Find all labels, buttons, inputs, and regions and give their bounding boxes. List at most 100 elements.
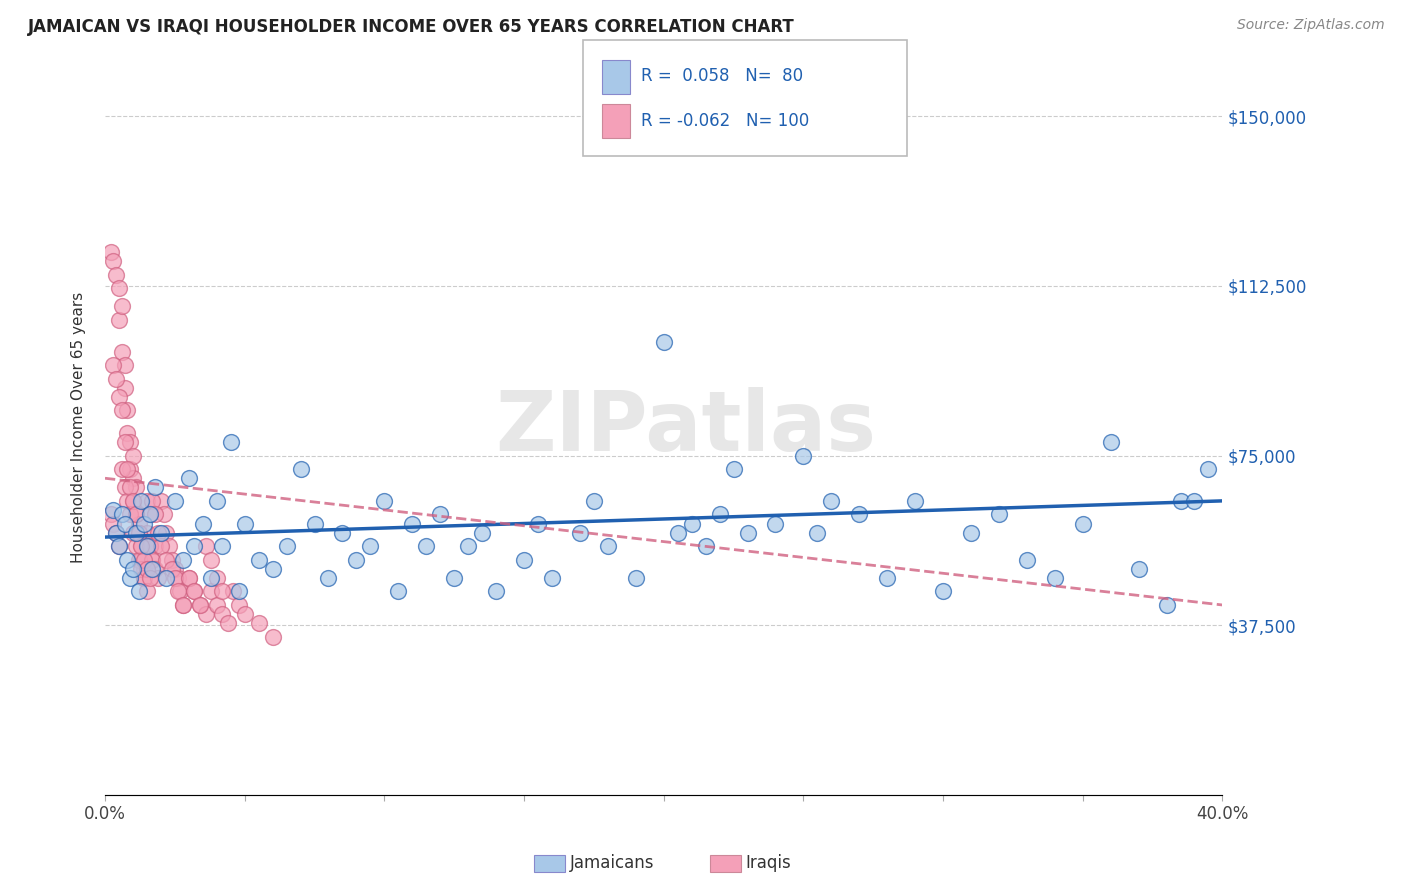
Point (1043, 571, 1066, 585)
Point (723, 462, 745, 476)
Point (122, 494, 145, 508)
Point (160, 562, 183, 576)
Point (987, 508, 1010, 522)
Point (471, 525, 494, 540)
Point (359, 539, 381, 553)
Point (122, 471, 145, 485)
Point (125, 508, 148, 522)
Point (108, 281, 131, 295)
Point (415, 539, 437, 553)
Point (194, 539, 217, 553)
Point (848, 508, 870, 522)
Point (443, 571, 465, 585)
Point (105, 525, 128, 540)
Point (117, 403, 139, 417)
Point (233, 516, 256, 531)
Point (138, 539, 160, 553)
Point (149, 525, 172, 540)
Point (211, 607, 233, 621)
Point (163, 494, 186, 508)
Text: JAMAICAN VS IRAQI HOUSEHOLDER INCOME OVER 65 YEARS CORRELATION CHART: JAMAICAN VS IRAQI HOUSEHOLDER INCOME OVE… (28, 18, 794, 36)
Point (191, 516, 214, 531)
Point (205, 571, 228, 585)
Point (135, 562, 157, 576)
Point (695, 539, 717, 553)
Point (200, 571, 222, 585)
Text: Source: ZipAtlas.com: Source: ZipAtlas.com (1237, 18, 1385, 32)
Point (141, 494, 163, 508)
Point (765, 516, 787, 531)
Point (205, 494, 228, 508)
Point (146, 525, 169, 540)
Point (120, 508, 142, 522)
Point (166, 571, 188, 585)
Point (276, 539, 298, 553)
Point (114, 516, 136, 531)
Point (513, 552, 536, 566)
Point (103, 358, 125, 372)
Point (247, 552, 270, 566)
Point (117, 552, 139, 566)
Point (105, 372, 128, 386)
Point (387, 584, 409, 599)
Point (228, 584, 250, 599)
Point (122, 449, 145, 463)
Point (135, 494, 157, 508)
Text: R = -0.062   N= 100: R = -0.062 N= 100 (641, 112, 810, 130)
Point (624, 571, 647, 585)
Point (1099, 435, 1122, 450)
Point (105, 525, 128, 540)
Point (932, 584, 955, 599)
Point (183, 584, 205, 599)
Point (128, 516, 150, 531)
Point (132, 516, 155, 531)
Point (135, 539, 157, 553)
Point (122, 494, 145, 508)
Point (128, 525, 150, 540)
Text: Iraqis: Iraqis (745, 855, 792, 872)
Point (157, 539, 180, 553)
Point (1184, 494, 1206, 508)
Point (457, 539, 479, 553)
Point (114, 358, 136, 372)
Point (155, 571, 177, 585)
Point (135, 525, 157, 540)
Point (262, 562, 284, 576)
Point (120, 435, 142, 450)
Point (120, 480, 142, 494)
Point (135, 584, 157, 599)
Point (304, 516, 326, 531)
Point (737, 525, 759, 540)
Point (806, 525, 828, 540)
Point (820, 494, 842, 508)
Point (876, 571, 898, 585)
Point (117, 425, 139, 440)
Point (138, 508, 160, 522)
Point (183, 539, 205, 553)
Y-axis label: Householder Income Over 65 years: Householder Income Over 65 years (72, 292, 86, 563)
Point (318, 571, 340, 585)
Point (205, 598, 228, 612)
Point (172, 552, 194, 566)
Point (132, 571, 155, 585)
Point (211, 584, 233, 599)
Point (485, 584, 508, 599)
Point (1170, 494, 1192, 508)
Point (117, 494, 139, 508)
Point (1197, 462, 1219, 476)
Point (177, 471, 200, 485)
Point (1128, 562, 1150, 576)
Point (1156, 598, 1178, 612)
Text: R =  0.058   N=  80: R = 0.058 N= 80 (641, 67, 803, 85)
Point (132, 562, 155, 576)
Point (233, 607, 256, 621)
Point (108, 539, 131, 553)
Point (131, 539, 153, 553)
Point (1015, 552, 1038, 566)
Point (166, 584, 188, 599)
Point (527, 516, 550, 531)
Point (960, 525, 983, 540)
Point (108, 539, 131, 553)
Point (222, 584, 245, 599)
Point (332, 525, 354, 540)
